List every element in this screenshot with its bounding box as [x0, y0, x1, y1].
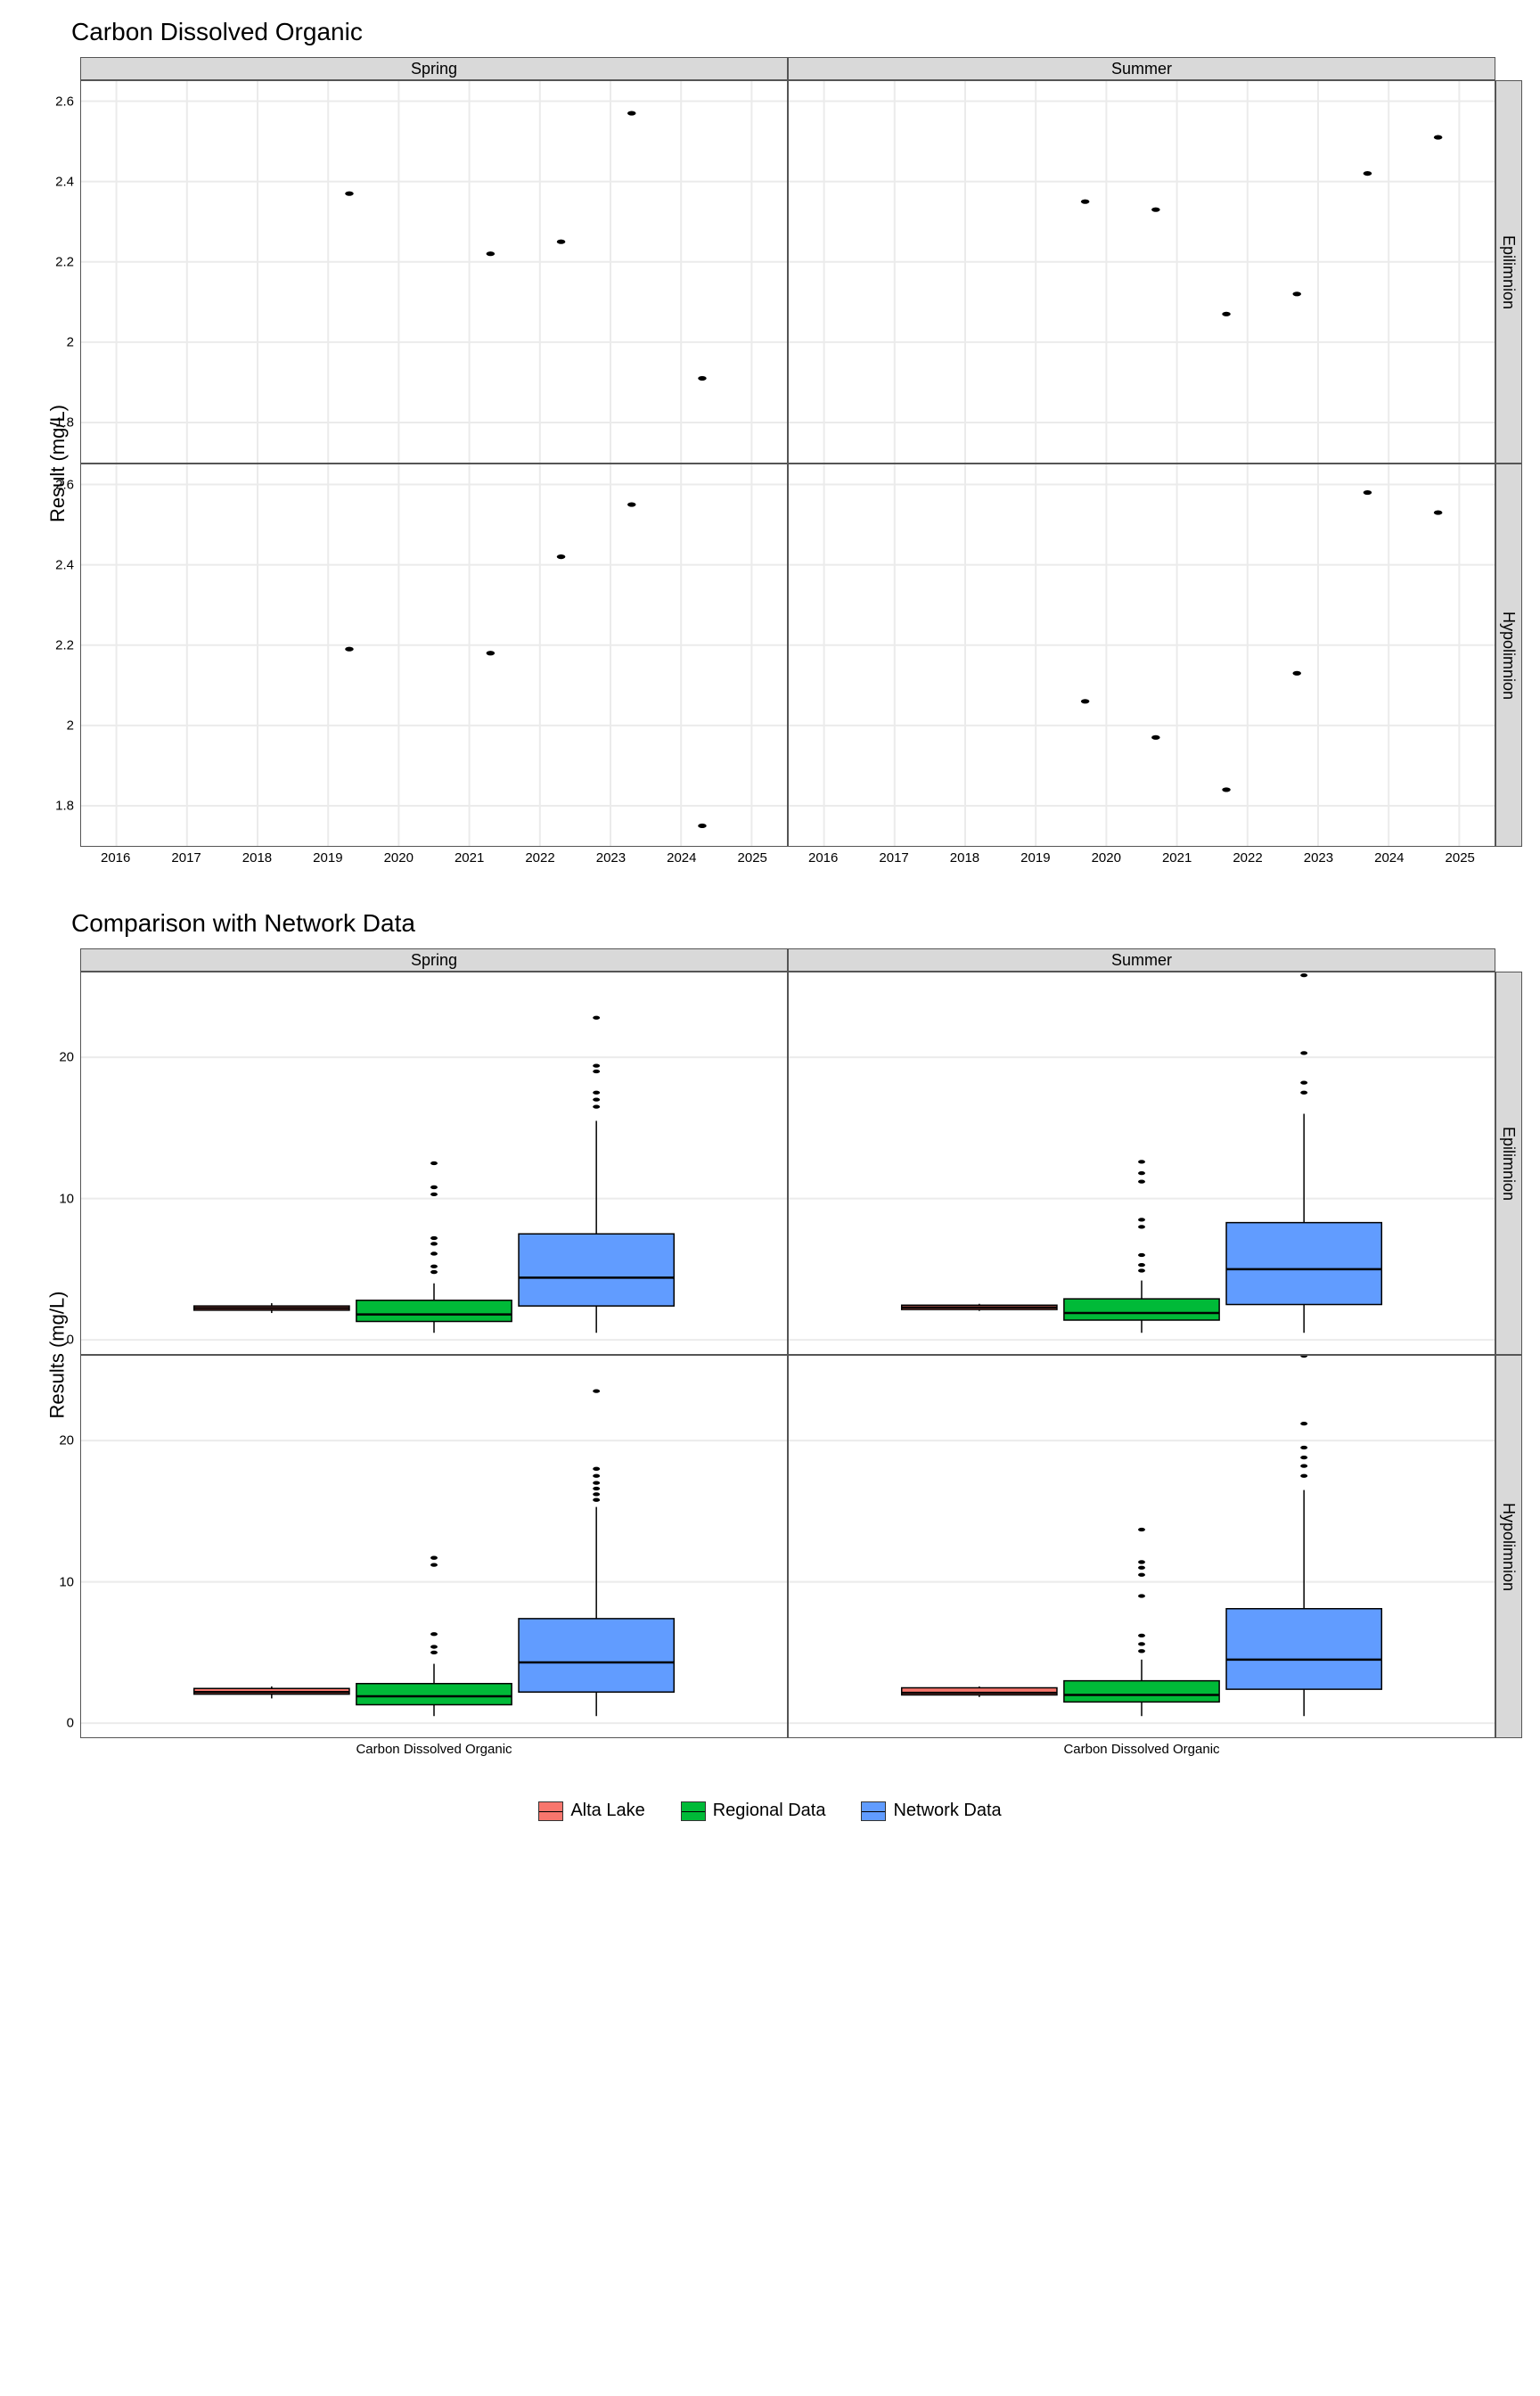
- boxplot-chart-block: Comparison with Network Data Results (mg…: [18, 909, 1522, 1765]
- x-axis-labels: 2016201720182019202020212022202320242025: [80, 847, 788, 874]
- facet-panel: 1.822.22.42.6: [80, 464, 788, 847]
- facet-panel: [788, 1355, 1495, 1738]
- legend-label: Regional Data: [713, 1801, 826, 1821]
- column-facet-strip: Spring: [80, 948, 788, 972]
- facet-panel: [788, 464, 1495, 847]
- y-tick-labels: 1.822.22.42.6: [37, 81, 78, 463]
- facet-panel: 01020: [80, 1355, 788, 1738]
- x-axis-labels: Carbon Dissolved Organic: [788, 1738, 1495, 1765]
- legend-item: Alta Lake: [538, 1801, 644, 1821]
- legend: Alta Lake Regional Data Network Data: [18, 1801, 1522, 1821]
- scatter-facet-grid: Result (mg/L)SpringSummer1.822.22.42.6Ep…: [36, 57, 1522, 874]
- row-facet-strip: Hypolimnion: [1495, 464, 1522, 847]
- column-facet-strip: Summer: [788, 948, 1495, 972]
- row-facet-strip: Hypolimnion: [1495, 1355, 1522, 1738]
- legend-item: Network Data: [861, 1801, 1001, 1821]
- y-tick-labels: 1.822.22.42.6: [37, 464, 78, 846]
- legend-item: Regional Data: [681, 1801, 826, 1821]
- scatter-chart-title: Carbon Dissolved Organic: [71, 18, 1522, 46]
- scatter-chart-block: Carbon Dissolved Organic Result (mg/L)Sp…: [18, 18, 1522, 874]
- facet-panel: 01020: [80, 972, 788, 1355]
- boxplot-chart-title: Comparison with Network Data: [71, 909, 1522, 938]
- facet-panel: [788, 972, 1495, 1355]
- x-axis-labels: Carbon Dissolved Organic: [80, 1738, 788, 1765]
- y-tick-labels: 01020: [37, 1356, 78, 1737]
- row-facet-strip: Epilimnion: [1495, 80, 1522, 464]
- legend-label: Alta Lake: [570, 1801, 644, 1821]
- facet-panel: 1.822.22.42.6: [80, 80, 788, 464]
- y-tick-labels: 01020: [37, 972, 78, 1354]
- column-facet-strip: Spring: [80, 57, 788, 80]
- x-axis-labels: 2016201720182019202020212022202320242025: [788, 847, 1495, 874]
- facet-panel: [788, 80, 1495, 464]
- legend-key-box: [538, 1801, 563, 1821]
- column-facet-strip: Summer: [788, 57, 1495, 80]
- boxplot-facet-grid: Results (mg/L)SpringSummer01020Epilimnio…: [36, 948, 1522, 1765]
- legend-key-box: [681, 1801, 706, 1821]
- legend-key-box: [861, 1801, 886, 1821]
- legend-label: Network Data: [893, 1801, 1001, 1821]
- row-facet-strip: Epilimnion: [1495, 972, 1522, 1355]
